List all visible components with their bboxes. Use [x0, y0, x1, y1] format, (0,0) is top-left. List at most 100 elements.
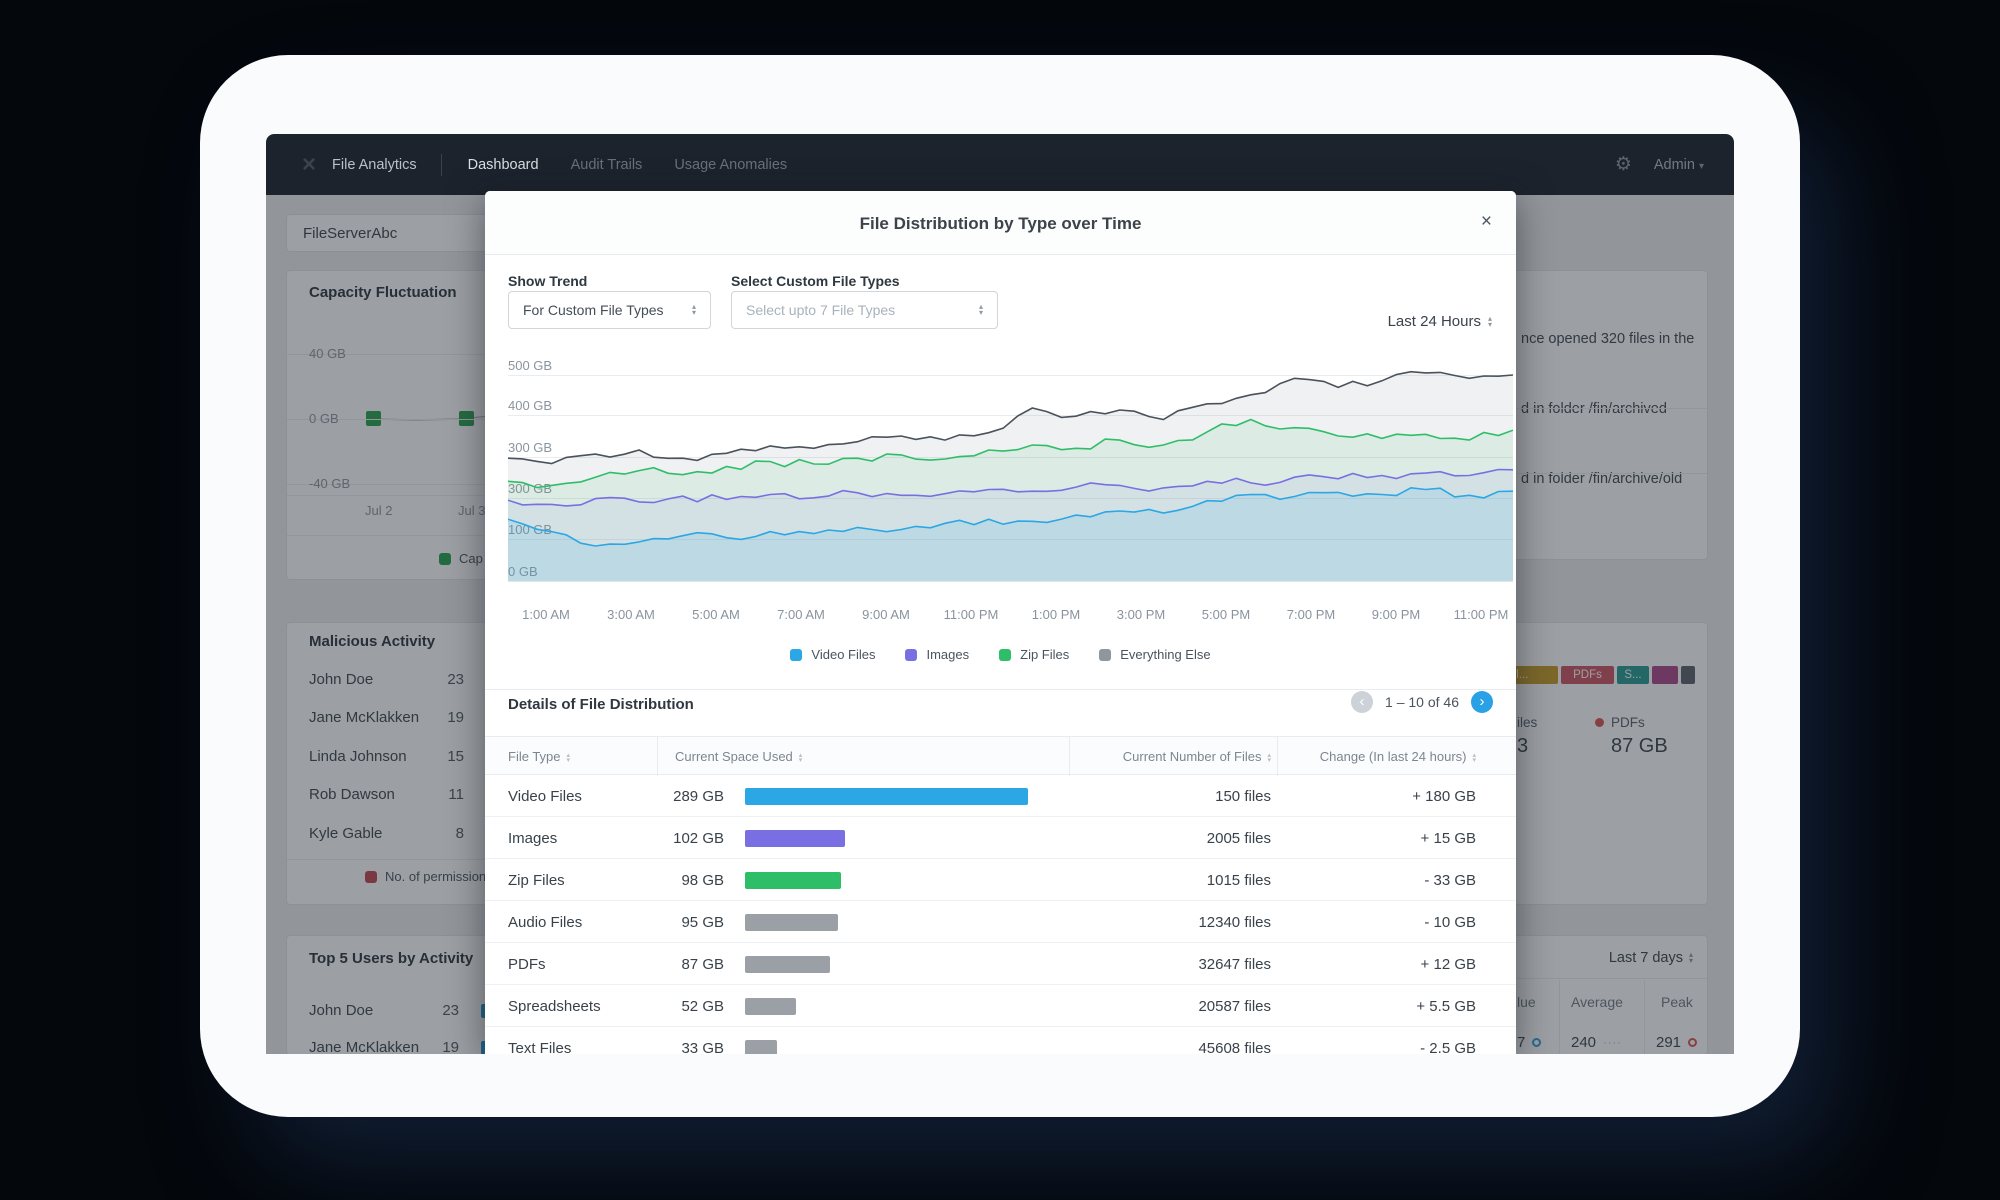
malicious-title: Malicious Activity: [309, 633, 436, 650]
capacity-title: Capacity Fluctuation: [309, 284, 457, 301]
cell-change: - 33 GB: [1424, 872, 1476, 889]
close-icon[interactable]: ×: [1480, 211, 1492, 232]
capacity-xtick: Jul 2: [365, 503, 393, 518]
space-used-bar: [745, 788, 1029, 805]
nav-item-audit-trails[interactable]: Audit Trails: [570, 156, 643, 173]
chart-y-tick: 500 GB: [508, 358, 553, 373]
col-space-used[interactable]: Current Space Used ▴ ▾: [675, 749, 803, 764]
cell-file-type: Audio Files: [508, 914, 583, 931]
pdf-dot-icon: [1595, 718, 1604, 727]
user-count: 23: [447, 670, 464, 688]
grid-line: [508, 375, 1513, 376]
sort-icon: ▴ ▾: [798, 751, 803, 764]
modal-title: File Distribution by Type over Time: [859, 214, 1142, 233]
sort-icon: ▴ ▾: [1267, 751, 1271, 764]
next-page-button[interactable]: ›: [1471, 691, 1493, 713]
chart-x-tick: 11:00 PM: [1453, 607, 1509, 622]
cell-number-files: 12340 files: [1198, 914, 1271, 931]
table-row: Video Files 289 GB 150 files + 180 GB: [485, 775, 1516, 817]
show-trend-value: For Custom File Types: [523, 302, 664, 318]
weekly-value: 7: [1517, 1034, 1542, 1051]
cell-space-used: 87 GB: [681, 956, 724, 973]
chart-x-tick: 7:00 AM: [777, 607, 825, 622]
legend-swatch: [1099, 648, 1112, 661]
user-name: John Doe: [309, 1002, 374, 1019]
show-trend-select[interactable]: For Custom File Types ▴ ▾: [508, 291, 711, 329]
brand-logo-icon: ×: [302, 150, 317, 178]
nav-divider: [440, 153, 442, 176]
nav-item-usage-anomalies[interactable]: Usage Anomalies: [674, 156, 788, 173]
weekly-value: 240 ····: [1571, 1034, 1622, 1051]
cell-space-used: 98 GB: [681, 872, 724, 889]
user-name: Jane McKlakken: [309, 1039, 420, 1054]
legend-images[interactable]: Images: [905, 647, 969, 662]
col-file-type[interactable]: File Type ▴ ▾: [508, 749, 571, 764]
legend-everything-else[interactable]: Everything Else: [1099, 647, 1211, 662]
blue-ring-icon: [1532, 1038, 1542, 1047]
cell-number-files: 32647 files: [1198, 956, 1271, 973]
space-used-bar: [745, 914, 839, 931]
legend-zip-files[interactable]: Zip Files: [999, 647, 1069, 662]
pagination: ‹ 1 – 10 of 46 ›: [1351, 691, 1493, 713]
legend-swatch: [790, 648, 803, 661]
capacity-ytick: -40 GB: [309, 476, 351, 491]
legend-label: Video Files: [811, 647, 876, 662]
gear-icon[interactable]: ⚙: [1614, 154, 1632, 175]
nav-item-dashboard[interactable]: Dashboard: [467, 156, 539, 173]
col-number-files[interactable]: Current Number of Files ▴ ▾: [1122, 749, 1271, 764]
notification-text: nce opened 320 files in the: [1521, 331, 1695, 347]
range-select-7days[interactable]: Last 7 days ▴ ▾: [1608, 950, 1693, 966]
user-name: Kyle Gable: [309, 824, 383, 842]
user-name: Linda Johnson: [309, 747, 407, 765]
chart-x-tick: 5:00 PM: [1201, 607, 1251, 622]
sort-icon: ▴ ▾: [1472, 751, 1476, 764]
modal-header: File Distribution by Type over Time ×: [485, 191, 1516, 255]
weekly-header: Average: [1571, 994, 1623, 1010]
col-change[interactable]: Change (In last 24 hours) ▴ ▾: [1319, 749, 1476, 764]
chart-x-tick: 7:00 PM: [1286, 607, 1336, 622]
capacity-legend-swatch: [439, 552, 451, 565]
grid-line: [508, 539, 1513, 540]
bar-segment: [1681, 666, 1695, 684]
capacity-ytick: 40 GB: [309, 346, 346, 361]
cell-number-files: 45608 files: [1198, 1040, 1271, 1054]
grid-line: [508, 415, 1513, 416]
legend-label: Everything Else: [1120, 647, 1211, 662]
user-count: 8: [455, 824, 464, 842]
app-window: × File Analytics Dashboard Audit Trails Us…: [266, 134, 1734, 1054]
stat2-value: 87 GB: [1611, 735, 1668, 757]
user-count: 19: [442, 1039, 459, 1054]
cell-file-type: Spreadsheets: [508, 998, 601, 1015]
user-name: Jane McKlakken: [309, 709, 420, 726]
chart-x-tick: 9:00 AM: [862, 607, 910, 622]
distribution-chart: 500 GB 400 GB 300 GB 300 GB 100 GB 0 GB: [508, 357, 1513, 602]
chart-x-tick: 9:00 PM: [1371, 607, 1421, 622]
capacity-legend-label: Cap: [459, 551, 483, 566]
chart-x-tick: 1:00 PM: [1031, 607, 1081, 622]
file-types-placeholder: Select upto 7 File Types: [746, 302, 896, 318]
chart-x-tick: 3:00 PM: [1116, 607, 1166, 622]
legend-swatch: [999, 648, 1012, 661]
admin-menu[interactable]: Admin ▾: [1653, 156, 1704, 173]
cell-change: - 2.5 GB: [1420, 1040, 1476, 1054]
details-title: Details of File Distribution: [508, 696, 694, 713]
notification-text: d in folder /fin/archived: [1521, 401, 1667, 417]
user-count: 23: [442, 1002, 459, 1019]
cell-space-used: 289 GB: [673, 788, 724, 805]
nav-right: ⚙ Admin ▾: [1615, 153, 1704, 176]
table-header: File Type ▴ ▾ Current Space Used ▴ ▾ Current…: [485, 736, 1516, 776]
weekly-header: Peak: [1661, 994, 1693, 1010]
bar-segment: [1652, 666, 1678, 684]
file-types-select[interactable]: Select upto 7 File Types ▴ ▾: [731, 291, 998, 329]
prev-page-button[interactable]: ‹: [1351, 691, 1374, 713]
table-row: Audio Files 95 GB 12340 files - 10 GB: [485, 901, 1516, 943]
table-row: Images 102 GB 2005 files + 15 GB: [485, 817, 1516, 859]
show-trend-label: Show Trend: [508, 273, 588, 289]
cell-number-files: 1015 files: [1206, 872, 1271, 889]
nav-items: Dashboard Audit Trails Usage Anomalies: [468, 157, 788, 173]
legend-video-files[interactable]: Video Files: [790, 647, 875, 662]
capacity-ytick: 0 GB: [309, 411, 339, 426]
notification-text: d in folder /fin/archive/old: [1521, 471, 1683, 487]
chart-x-tick: 11:00 PM: [943, 607, 999, 622]
range-select-24h[interactable]: Last 24 Hours ▴ ▾: [1387, 313, 1492, 330]
